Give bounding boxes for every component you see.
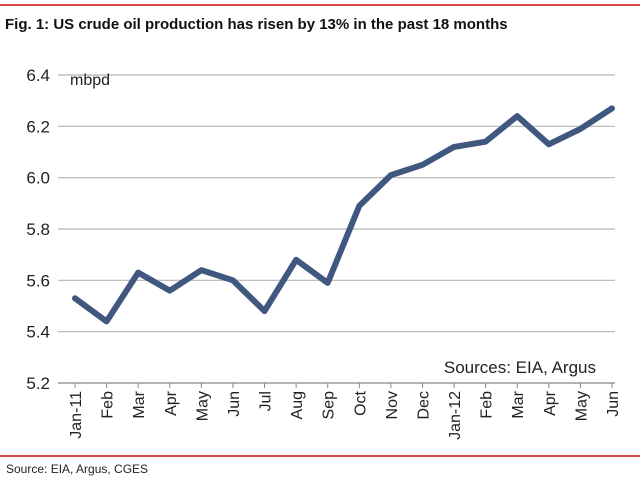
data-point [135, 270, 141, 276]
x-tick-label: Jun [605, 391, 622, 417]
y-tick-label: 5.6 [26, 271, 50, 290]
y-tick-label: 5.4 [26, 323, 50, 342]
data-point [356, 203, 362, 209]
data-point [419, 162, 425, 168]
x-tick-label: Feb [100, 391, 117, 419]
y-axis-tick-labels: 5.2 5.4 5.6 5.8 6.0 6.2 6.4 [26, 66, 50, 393]
y-axis-label: mbpd [70, 72, 110, 89]
x-tick-label: Jan-11 [68, 391, 85, 439]
x-tick-label: Apr [542, 390, 559, 416]
data-point [293, 257, 299, 263]
sources-annotation: Sources: EIA, Argus [444, 358, 596, 377]
x-tick-label: May [194, 391, 211, 421]
bottom-rule [0, 455, 640, 457]
x-tick-label: Jul [258, 391, 275, 411]
x-tick-label: Jan-12 [447, 391, 464, 440]
data-point [72, 295, 78, 301]
data-point [451, 144, 457, 150]
y-tick-label: 6.2 [26, 117, 50, 136]
y-tick-label: 5.8 [26, 220, 50, 239]
line-chart: 5.2 5.4 5.6 5.8 6.0 6.2 6.4 Jan-11 Feb Mar Apr May… [26, 66, 622, 440]
x-tick-label: Jun [226, 391, 243, 417]
x-tick-label: Mar [510, 390, 527, 418]
top-rule [0, 4, 640, 6]
data-point [198, 267, 204, 273]
data-point [577, 126, 583, 132]
data-point [167, 288, 173, 294]
x-tick-label: Apr [163, 390, 180, 416]
series-line [72, 105, 615, 325]
x-tick-label: Aug [289, 391, 306, 419]
data-point [483, 139, 489, 145]
figure-title: Fig. 1: US crude oil production has rise… [5, 16, 508, 33]
x-tick-label: Feb [479, 391, 496, 419]
grid-lines [58, 74, 615, 333]
y-tick-label: 6.4 [26, 66, 50, 85]
y-tick-label: 6.0 [26, 169, 50, 188]
data-point [514, 113, 520, 119]
x-tick-label: Oct [352, 390, 369, 415]
x-tick-label: Mar [131, 390, 148, 418]
data-point [609, 105, 615, 111]
x-tick-label: Dec [415, 391, 432, 419]
data-point [104, 318, 110, 324]
data-point [546, 141, 552, 147]
x-tick-label: May [573, 391, 590, 421]
data-point [262, 308, 268, 314]
x-tick-label: Nov [384, 391, 401, 419]
figure-footer: Source: EIA, Argus, CGES [6, 462, 149, 476]
y-tick-label: 5.2 [26, 374, 50, 393]
data-point [230, 277, 236, 283]
x-axis [58, 382, 615, 388]
x-axis-tick-labels: Jan-11 Feb Mar Apr May Jun Jul Aug Sep Oct Nov Dec J… [68, 390, 622, 440]
data-point [388, 172, 394, 178]
series-group [72, 105, 615, 325]
data-point [325, 280, 331, 286]
x-tick-label: Sep [321, 391, 338, 420]
